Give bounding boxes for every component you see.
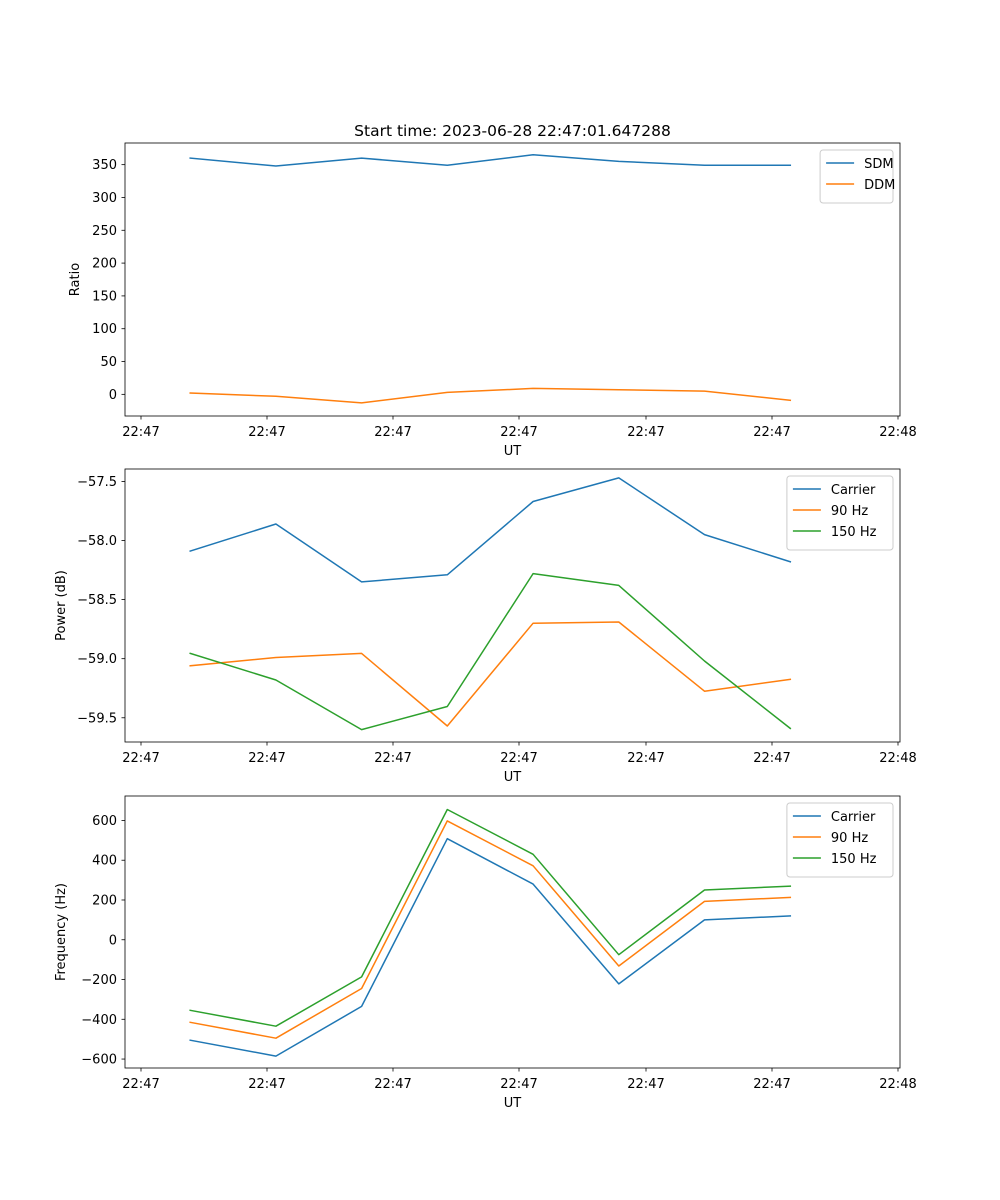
chart-panel-3: −600 −400 −200 0 200 400 600 22:47 22:47 22:47 22:… xyxy=(54,795,917,1111)
series-line-90-hz xyxy=(189,820,792,1039)
axes-frame xyxy=(124,795,901,1069)
y-tick-label: −57.5 xyxy=(77,475,117,490)
x-tick-label: 22:47 xyxy=(627,1077,664,1092)
x-tick-label: 22:47 xyxy=(248,751,285,766)
y-tick-label: −58.0 xyxy=(77,534,117,549)
x-tick-label: 22:47 xyxy=(374,1077,411,1092)
x-axis-label: UT xyxy=(504,1096,522,1111)
legend-label: SDM xyxy=(864,157,893,172)
x-tick-label: 22:47 xyxy=(248,425,285,440)
y-tick-label: 200 xyxy=(92,257,117,272)
legend-label: 90 Hz xyxy=(831,504,868,519)
legend: Carrier 90 Hz 150 Hz xyxy=(786,802,894,878)
y-tick-label: 250 xyxy=(92,224,117,239)
y-tick-label: 400 xyxy=(92,854,117,869)
x-tick-label: 22:47 xyxy=(122,425,159,440)
chart-panel-2: −59.5 −59.0 −58.5 −58.0 −57.5 22:47 22:47 22:47… xyxy=(54,468,917,785)
y-tick-label: −59.5 xyxy=(77,711,117,726)
series-line-90-hz xyxy=(189,621,792,727)
y-tick-label: 0 xyxy=(109,933,117,948)
y-tick-label: 350 xyxy=(92,158,117,173)
legend: Carrier 90 Hz 150 Hz xyxy=(786,475,894,551)
y-tick-label: 600 xyxy=(92,814,117,829)
x-tick-label: 22:47 xyxy=(627,425,664,440)
y-tick-label: 0 xyxy=(109,388,117,403)
x-tick-label: 22:48 xyxy=(879,425,916,440)
series-line-carrier xyxy=(189,477,792,583)
x-tick-label: 22:48 xyxy=(879,1077,916,1092)
x-tick-label: 22:47 xyxy=(374,425,411,440)
series-line-carrier xyxy=(189,837,792,1057)
chart-panel-1: Start time: 2023-06-28 22:47:01.647288 0 5… xyxy=(68,122,917,459)
y-tick-label: −59.0 xyxy=(77,652,117,667)
x-tick-label: 22:47 xyxy=(500,425,537,440)
series-line-150-hz xyxy=(189,572,792,731)
y-tick-label: −58.5 xyxy=(77,593,117,608)
x-tick-label: 22:47 xyxy=(122,1077,159,1092)
series-line-ddm xyxy=(189,387,792,404)
x-tick-label: 22:47 xyxy=(753,425,790,440)
y-axis-label: Power (dB) xyxy=(54,570,69,641)
y-axis-label: Frequency (Hz) xyxy=(54,883,69,981)
axes-frame xyxy=(124,468,901,743)
legend-label: 150 Hz xyxy=(831,852,877,867)
x-tick-label: 22:47 xyxy=(500,751,537,766)
y-tick-label: 200 xyxy=(92,893,117,908)
x-axis-label: UT xyxy=(504,770,522,785)
legend-label: Carrier xyxy=(831,483,876,498)
y-tick-label: 150 xyxy=(92,289,117,304)
x-tick-label: 22:47 xyxy=(627,751,664,766)
y-tick-label: −200 xyxy=(81,973,117,988)
legend-label: 150 Hz xyxy=(831,525,877,540)
legend-label: 90 Hz xyxy=(831,831,868,846)
legend: SDM DDM xyxy=(819,149,895,204)
x-tick-label: 22:47 xyxy=(753,1077,790,1092)
x-tick-label: 22:47 xyxy=(374,751,411,766)
legend-label: Carrier xyxy=(831,810,876,825)
y-tick-label: 100 xyxy=(92,322,117,337)
legend-label: DDM xyxy=(864,178,895,193)
x-tick-label: 22:47 xyxy=(753,751,790,766)
y-tick-label: 300 xyxy=(92,191,117,206)
x-axis-label: UT xyxy=(504,444,522,459)
chart-title: Start time: 2023-06-28 22:47:01.647288 xyxy=(354,122,671,140)
series-line-150-hz xyxy=(189,808,792,1027)
x-tick-label: 22:47 xyxy=(122,751,159,766)
y-tick-label: −600 xyxy=(81,1053,117,1068)
y-tick-label: 50 xyxy=(100,355,117,370)
x-tick-label: 22:47 xyxy=(248,1077,285,1092)
y-axis-label: Ratio xyxy=(68,263,83,296)
axes-frame xyxy=(124,142,901,417)
series-line-sdm xyxy=(189,154,792,167)
y-tick-label: −400 xyxy=(81,1013,117,1028)
x-tick-label: 22:47 xyxy=(500,1077,537,1092)
x-tick-label: 22:48 xyxy=(879,751,916,766)
